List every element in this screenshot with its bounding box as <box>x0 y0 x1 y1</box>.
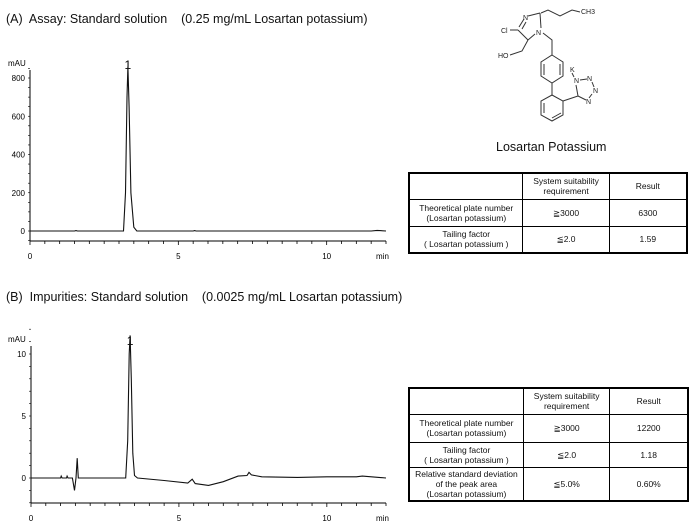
x-tick-label: 5 <box>177 514 182 523</box>
y-tick-label: 600 <box>12 112 26 121</box>
x-axis-label: min <box>376 252 389 261</box>
table-row: Theoretical plate number (Losartan potas… <box>408 198 688 227</box>
y-axis-label: mAU <box>8 59 26 68</box>
table-cell: ≧3000 <box>522 198 610 227</box>
chromatogram-trace <box>31 335 387 491</box>
atom-k: K <box>570 67 575 74</box>
y-tick-label: 0 <box>22 474 27 483</box>
table-row: Tailing factor ( Losartan potassium ) ≦2.… <box>408 441 689 468</box>
system-suitability-table-b: System suitability requirement Result Theo… <box>408 387 689 502</box>
y-axis-label: mAU <box>8 335 26 344</box>
x-tick-label: 10 <box>322 252 331 261</box>
table-cell: 6300 <box>608 198 688 227</box>
chart-a: 0 5 10 0 200 400 600 800 mAU min 1 <box>8 58 389 261</box>
atom-n: N <box>536 30 541 37</box>
table-cell: 0.60% <box>609 466 689 502</box>
y-tick-label: 5 <box>22 412 27 421</box>
peak-label: 1 <box>125 58 132 72</box>
table-cell: Theoretical plate number (Losartan potas… <box>408 198 524 227</box>
table-cell: Result <box>608 172 688 200</box>
atom-cl: Cl <box>501 28 508 35</box>
table-cell: System suitability requirement <box>522 172 610 200</box>
atom-n: N <box>587 76 592 83</box>
x-tick-label: 10 <box>322 514 331 523</box>
table-cell <box>408 172 524 200</box>
atom-n: N <box>574 78 579 85</box>
y-tick-label: 0 <box>21 227 26 236</box>
table-cell: Relative standard deviation of the peak … <box>408 466 524 502</box>
x-tick-label: 0 <box>28 252 33 261</box>
atom-ch3: CH3 <box>581 9 595 16</box>
table-cell <box>408 387 524 415</box>
table-header-row: System suitability requirement Result <box>408 172 688 200</box>
molecule-name: Losartan Potassium <box>496 140 607 154</box>
table-row: Tailing factor ( Losartan potassium ) ≦2.… <box>408 225 688 254</box>
table-row: Theoretical plate number (Losartan potas… <box>408 413 689 443</box>
table-cell: Tailing factor ( Losartan potassium ) <box>408 441 524 468</box>
chromatogram-trace <box>30 66 387 232</box>
table-header-row: System suitability requirement Result <box>408 387 689 415</box>
chart-a-title: (A) Assay: Standard solution (0.25 mg/mL… <box>6 12 368 26</box>
y-tick-label: 800 <box>12 74 26 83</box>
atom-n: N <box>523 15 528 22</box>
atom-ho: HO <box>498 53 509 60</box>
x-tick-label: 5 <box>176 252 181 261</box>
table-cell: ≦2.0 <box>522 225 610 254</box>
table-cell: Theoretical plate number (Losartan potas… <box>408 413 524 443</box>
system-suitability-table-a: System suitability requirement Result Theo… <box>408 172 688 254</box>
table-cell: 1.18 <box>609 441 689 468</box>
table-cell: ≦2.0 <box>522 441 611 468</box>
table-cell: Tailing factor ( Losartan potassium ) <box>408 225 524 254</box>
table-cell: Result <box>609 387 689 415</box>
atom-n: N <box>586 99 591 106</box>
y-tick-label: 200 <box>12 189 26 198</box>
table-cell: ≦5.0% <box>522 466 611 502</box>
table-cell: ≧3000 <box>522 413 611 443</box>
table-cell: 12200 <box>609 413 689 443</box>
chart-b-title: (B) Impurities: Standard solution (0.002… <box>6 290 403 304</box>
x-axis-label: min <box>376 514 389 523</box>
table-cell: 1.59 <box>608 225 688 254</box>
x-tick-label: 0 <box>29 514 34 523</box>
table-cell: System suitability requirement <box>522 387 611 415</box>
losartan-structure: CH3 N N Cl HO K N N N N <box>498 9 598 122</box>
y-tick-label: 10 <box>17 350 26 359</box>
atom-n: N <box>593 88 598 95</box>
table-row: Relative standard deviation of the peak … <box>408 466 689 502</box>
y-tick-label: 400 <box>12 151 26 160</box>
